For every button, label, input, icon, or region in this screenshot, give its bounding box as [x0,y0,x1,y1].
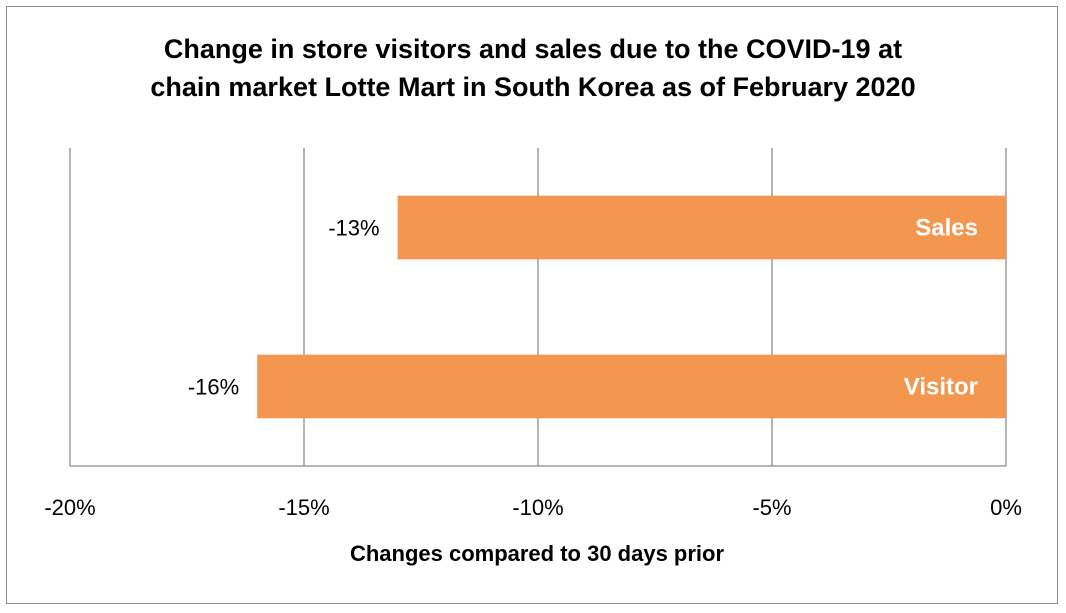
chart-frame [6,6,1058,604]
category-label-visitor: Visitor [904,374,978,401]
bars: -13% Sales -16% Visitor [188,195,1007,419]
x-axis-label: Changes compared to 30 days prior [350,541,725,566]
x-tick-label: -20% [44,495,95,520]
x-tick-label: 0% [990,495,1022,520]
data-label-sales: -13% [328,216,379,241]
x-tick-label: -5% [752,495,791,520]
x-tick-labels: -20% -15% -10% -5% 0% [44,495,1022,520]
category-label-sales: Sales [915,215,978,242]
data-label-visitor: -16% [188,375,239,400]
bar-sales [397,195,1007,260]
bar-visitor [257,354,1006,419]
chart-title-line-1: Change in store visitors and sales due t… [163,34,903,64]
x-tick-label: -10% [512,495,563,520]
x-tick-label: -15% [278,495,329,520]
chart-title-line-2: chain market Lotte Mart in South Korea a… [150,72,916,102]
chart-title: Change in store visitors and sales due t… [0,30,1066,106]
